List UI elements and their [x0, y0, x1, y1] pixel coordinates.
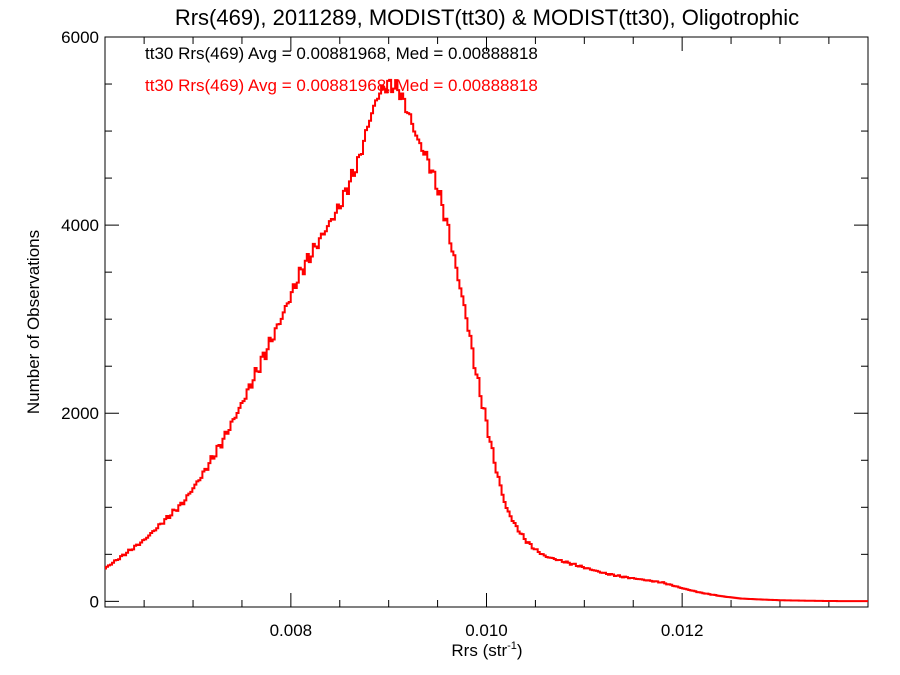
plot-frame — [104, 36, 869, 608]
y-tick-label: 0 — [90, 592, 99, 611]
x-tick-label: 0.008 — [270, 621, 313, 640]
y-tick-label: 4000 — [61, 216, 99, 235]
x-axis-label-close: ) — [517, 641, 523, 660]
x-axis-label-superscript: -1 — [507, 640, 517, 652]
y-axis-tick-labels: 0 2000 4000 6000 — [61, 28, 99, 611]
x-tick-label: 0.010 — [465, 621, 508, 640]
x-tick-label: 0.012 — [661, 621, 704, 640]
annotation-black: tt30 Rrs(469) Avg = 0.00881968, Med = 0.… — [145, 44, 538, 63]
x-axis-ticks — [143, 37, 830, 607]
x-axis-tick-labels: 0.008 0.010 0.012 — [270, 621, 704, 640]
x-axis-label: Rrs (str-1) — [451, 640, 522, 660]
annotation-red: tt30 Rrs(469) Avg = 0.00881968, Med = 0.… — [145, 76, 538, 95]
y-axis-label: Number of Observations — [24, 230, 43, 414]
y-axis-ticks — [105, 36, 868, 602]
x-axis-label-main: Rrs (str — [451, 641, 507, 660]
series-layer — [105, 78, 868, 603]
histogram-series-line — [105, 78, 868, 603]
y-tick-label: 6000 — [61, 28, 99, 47]
y-tick-label: 2000 — [61, 404, 99, 423]
chart-title: Rrs(469), 2011289, MODIST(tt30) & MODIST… — [175, 5, 799, 30]
